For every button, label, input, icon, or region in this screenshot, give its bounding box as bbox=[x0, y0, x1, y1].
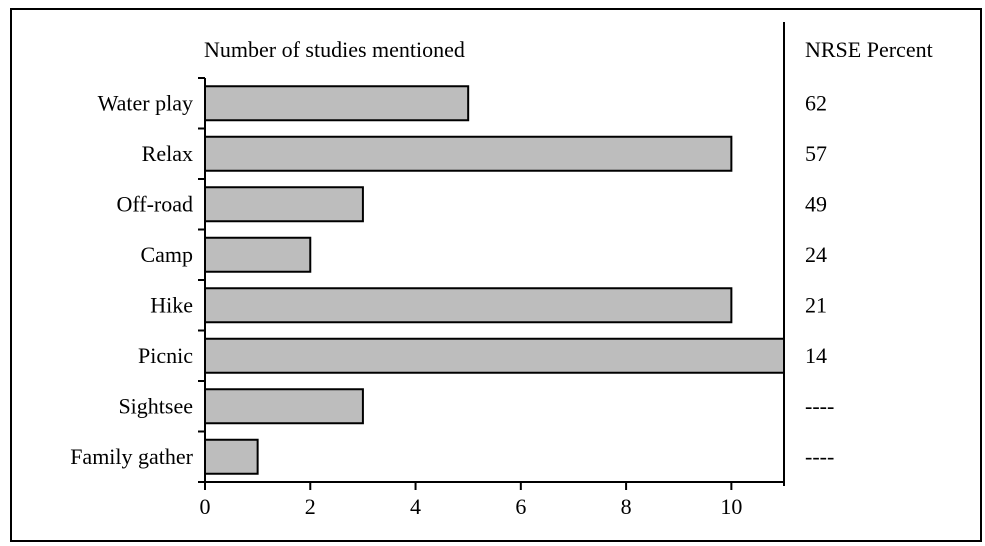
category-label: Relax bbox=[142, 141, 193, 166]
category-label: Off-road bbox=[116, 191, 193, 216]
x-ticks: 0 2 4 6 8 10 bbox=[200, 482, 742, 519]
y-ticks bbox=[198, 77, 205, 483]
category-labels: Water play Relax Off-road Camp Hike Picnic Sig… bbox=[70, 90, 193, 469]
x-tick-label: 6 bbox=[515, 494, 526, 519]
bar bbox=[204, 337, 785, 374]
category-label: Hike bbox=[150, 292, 193, 317]
x-tick-label: 0 bbox=[200, 494, 211, 519]
x-tick-label: 8 bbox=[621, 494, 632, 519]
category-label: Picnic bbox=[138, 343, 193, 368]
nrse-percent-value: 21 bbox=[805, 292, 827, 317]
category-label: Family gather bbox=[70, 444, 193, 469]
nrse-percent-value: 49 bbox=[805, 191, 827, 216]
x-tick-label: 2 bbox=[305, 494, 316, 519]
bars-group bbox=[204, 85, 785, 475]
category-label: Water play bbox=[98, 90, 193, 115]
nrse-percent-value: 24 bbox=[805, 242, 827, 267]
bar bbox=[204, 186, 364, 223]
chart-title: Number of studies mentioned bbox=[204, 37, 465, 62]
nrse-percent-header: NRSE Percent bbox=[805, 37, 933, 62]
nrse-percent-value: 62 bbox=[805, 90, 827, 115]
bar bbox=[204, 287, 733, 324]
category-label: Sightsee bbox=[118, 393, 193, 418]
bar bbox=[204, 85, 470, 122]
chart-frame bbox=[10, 8, 982, 542]
bar bbox=[204, 135, 733, 172]
x-tick-label: 10 bbox=[720, 494, 742, 519]
bar bbox=[204, 438, 259, 475]
nrse-percent-value: ---- bbox=[805, 393, 834, 418]
nrse-percent-value: ---- bbox=[805, 444, 834, 469]
bar bbox=[204, 236, 312, 273]
category-label: Camp bbox=[140, 242, 193, 267]
x-tick-label: 4 bbox=[410, 494, 421, 519]
bar bbox=[204, 388, 364, 425]
nrse-percent-value: 14 bbox=[805, 343, 827, 368]
nrse-percent-values: 62 57 49 24 21 14 ---- ---- bbox=[805, 90, 834, 469]
nrse-percent-value: 57 bbox=[805, 141, 827, 166]
